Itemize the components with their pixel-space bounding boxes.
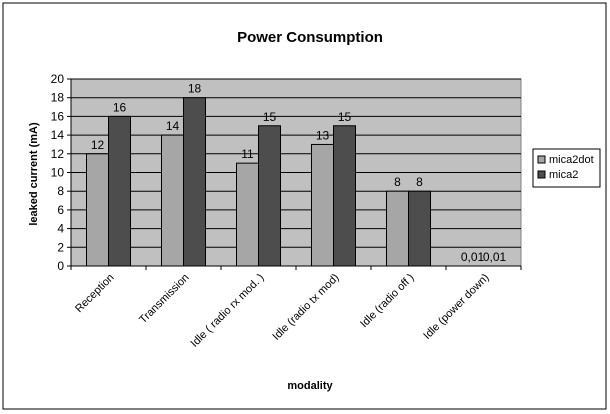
data-label: 8 bbox=[394, 175, 401, 189]
y-tick-label: 2 bbox=[57, 240, 64, 254]
data-label: 16 bbox=[113, 100, 127, 114]
legend-swatch-mica2 bbox=[537, 170, 546, 179]
y-tick-label: 14 bbox=[51, 128, 65, 142]
data-label: 15 bbox=[263, 110, 277, 124]
y-tick-label: 18 bbox=[51, 91, 65, 105]
legend-label-mica2: mica2 bbox=[549, 169, 578, 181]
legend: mica2dot mica2 bbox=[532, 148, 601, 188]
bar-mica2 bbox=[108, 115, 131, 267]
data-labels: 12 14 11 13 8 0,01 16 18 15 15 8 0,01 bbox=[91, 82, 507, 264]
data-label: 13 bbox=[316, 128, 330, 142]
data-label: 18 bbox=[188, 82, 202, 96]
y-axis-title: leaked current (mA) bbox=[28, 122, 40, 226]
y-tick-label: 6 bbox=[57, 203, 64, 217]
bar-mica2dot bbox=[386, 190, 409, 267]
bar-mica2 bbox=[258, 125, 281, 267]
bar-mica2dot bbox=[161, 134, 184, 267]
data-label: 14 bbox=[166, 119, 180, 133]
data-label: 15 bbox=[338, 110, 352, 124]
bar-mica2dot bbox=[236, 162, 259, 267]
x-axis-title: modality bbox=[287, 380, 333, 392]
data-label: 12 bbox=[91, 138, 105, 152]
legend-swatch-mica2dot bbox=[537, 155, 546, 164]
data-label: 0,01 bbox=[483, 250, 507, 264]
legend-box bbox=[532, 148, 601, 188]
bar-mica2 bbox=[183, 97, 206, 267]
bar-mica2dot bbox=[311, 143, 334, 267]
chart-title: Power Consumption bbox=[237, 29, 383, 46]
y-tick-label: 0 bbox=[57, 259, 64, 273]
data-label: 8 bbox=[416, 175, 423, 189]
y-tick-label: 8 bbox=[57, 184, 64, 198]
y-tick-label: 10 bbox=[51, 166, 65, 180]
plot-area bbox=[70, 78, 522, 267]
legend-label-mica2dot: mica2dot bbox=[549, 154, 594, 166]
data-label: 0,01 bbox=[461, 250, 485, 264]
bar-mica2 bbox=[408, 190, 431, 267]
y-tick-label: 20 bbox=[51, 72, 65, 86]
bar-mica2 bbox=[333, 125, 356, 267]
data-label: 11 bbox=[241, 147, 254, 161]
bars-group bbox=[86, 97, 431, 267]
bar-mica2dot bbox=[86, 153, 109, 267]
y-tick-label: 12 bbox=[51, 147, 65, 161]
y-tick-label: 16 bbox=[51, 109, 65, 123]
y-tick-label: 4 bbox=[57, 222, 64, 236]
